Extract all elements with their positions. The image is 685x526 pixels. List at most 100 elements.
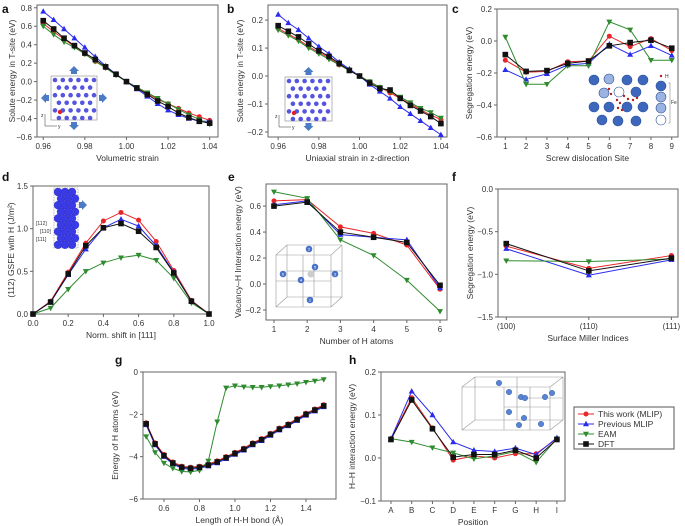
data-point (276, 383, 283, 389)
data-point (533, 460, 540, 466)
x-axis-label: Norm. shift in [111] (86, 330, 156, 340)
data-point (205, 458, 212, 465)
data-point (326, 53, 332, 60)
x-tick-label: 1.04 (202, 142, 218, 151)
data-point (512, 447, 519, 454)
y-tick-label: −0.2 (16, 96, 32, 105)
panel-b: b 0.96 0.98 1.00 1.02 1.04 −0.2 −0.1 0.0 0.1 0.2 Un… (227, 2, 449, 163)
series-dft (30, 220, 212, 317)
atom (72, 100, 77, 106)
x-tick-label: 7 (628, 142, 633, 151)
h-site (631, 98, 635, 102)
data-point (606, 33, 612, 39)
atom (87, 85, 93, 90)
data-point (337, 237, 344, 244)
direction-label: [111] (36, 237, 47, 243)
atom (321, 116, 327, 122)
y-tick-label: 0.2 (250, 254, 262, 263)
y-tick-label: 0 (134, 368, 139, 377)
inset-axis-label: y (292, 125, 295, 131)
data-point (648, 37, 654, 43)
x-tick-label: 1.04 (433, 142, 449, 151)
data-point (81, 44, 88, 50)
data-point (502, 51, 509, 58)
atom (294, 78, 300, 84)
data-point (152, 441, 158, 447)
inset-frame (50, 75, 98, 121)
data-point (305, 45, 312, 52)
series-dft (40, 17, 213, 126)
data-point (429, 411, 436, 418)
h-atom (521, 415, 528, 422)
data-point (30, 311, 36, 317)
h-atom (279, 270, 287, 278)
x-tick-label: B (409, 506, 414, 515)
data-point (585, 259, 592, 265)
data-point (82, 50, 88, 56)
x-tick-label: A (388, 506, 394, 515)
data-point (627, 27, 634, 33)
data-point (403, 277, 410, 284)
legend-entry: Previous MLIP (578, 419, 654, 429)
data-point (627, 51, 634, 57)
data-point (170, 460, 176, 466)
data-point (304, 199, 310, 205)
atom (83, 108, 89, 113)
cube-edge (275, 244, 343, 308)
data-point (165, 107, 172, 113)
h-label: H (665, 74, 669, 80)
x-tick-label: 0.4 (98, 319, 110, 328)
strain-arrow-icon (79, 200, 87, 210)
inset-axis-label: z (41, 113, 44, 119)
data-point (214, 459, 221, 465)
h-site (635, 96, 639, 100)
data-point (523, 82, 530, 88)
data-point (503, 245, 510, 251)
strain-arrow-icon (303, 67, 314, 75)
panel-letter: b (227, 2, 234, 16)
hydrogen-atom (57, 109, 63, 115)
data-point (285, 19, 292, 26)
data-point (427, 110, 434, 116)
x-tick-label: 1.0 (203, 319, 215, 328)
data-point (437, 115, 444, 122)
inset-axis-label: z (275, 114, 278, 120)
y-tick-label: −1.0 (477, 270, 493, 279)
y-axis-label: Segregation energy (eV) (464, 27, 474, 120)
h-atom-number: 3 (334, 272, 337, 277)
series-line (145, 404, 324, 468)
series-dft (502, 37, 675, 75)
atom (72, 85, 77, 90)
atom (87, 100, 93, 106)
x-tick-label: G (512, 506, 518, 515)
strain-arrow-icon (303, 123, 314, 131)
data-point (304, 196, 311, 202)
h-atom-number: 6 (282, 272, 285, 277)
data-point (178, 464, 185, 471)
strain-arrow-icon (69, 66, 79, 74)
data-point (606, 43, 613, 49)
data-point (585, 63, 592, 69)
data-point (388, 436, 394, 443)
data-point (206, 120, 213, 126)
x-tick-label: 0.8 (194, 504, 206, 513)
fe-atom (612, 115, 624, 127)
h-atom (306, 296, 314, 304)
data-point (503, 258, 510, 264)
atom (317, 93, 323, 99)
data-point (134, 85, 140, 91)
atom (314, 86, 319, 91)
y-tick-label: −6 (129, 495, 139, 504)
atom (52, 108, 58, 113)
h-site (620, 108, 624, 112)
atom (298, 116, 304, 122)
y-tick-label: 0.8 (21, 4, 33, 13)
x-tick-label: 1 (272, 325, 277, 334)
y-tick-label: 0.0 (252, 72, 264, 81)
hydrogen-atom (291, 110, 297, 116)
data-point (437, 282, 443, 289)
series-dft (503, 240, 675, 274)
y-axis-label: (112) GSFE with H (J/m²) (6, 202, 16, 297)
atom (317, 78, 323, 84)
h-atom-number: 4 (300, 278, 303, 283)
